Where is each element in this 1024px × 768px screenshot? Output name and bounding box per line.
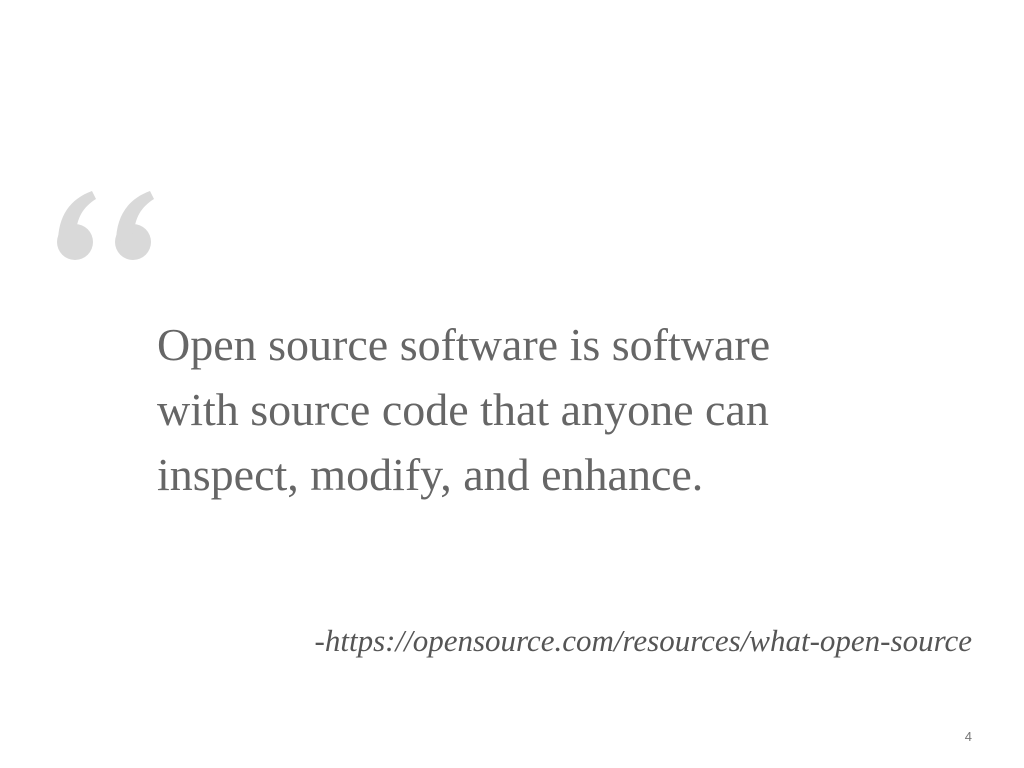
page-number: 4 xyxy=(964,729,972,744)
quote-line: with source code that anyone can xyxy=(157,384,769,435)
quote-text: Open source software is software with so… xyxy=(157,312,917,507)
quote-line: inspect, modify, and enhance. xyxy=(157,449,704,500)
quote-line: Open source software is software xyxy=(157,319,771,370)
quote-attribution: -https://opensource.com/resources/what-o… xyxy=(314,623,972,658)
open-quote-icon xyxy=(57,191,154,260)
